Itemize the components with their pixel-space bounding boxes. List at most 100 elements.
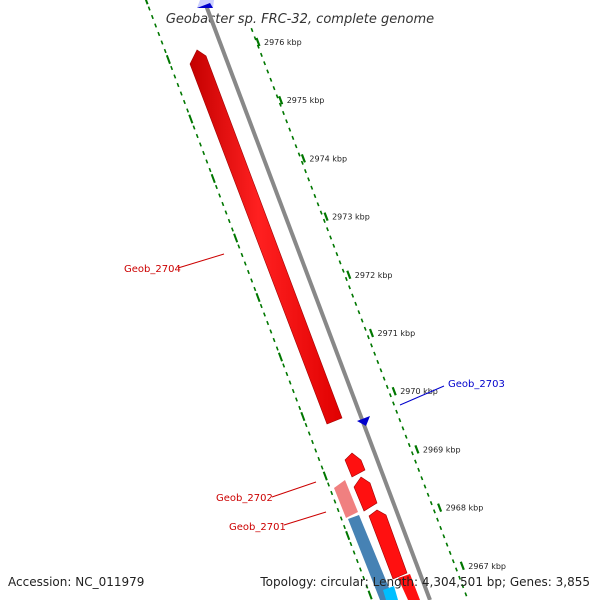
gene-geob-2701[interactable] <box>368 509 408 580</box>
ruler-minor-tick <box>310 185 314 190</box>
gene-small-forward[interactable] <box>344 452 366 478</box>
outer-tick <box>255 292 261 303</box>
geob-2701-leader-line <box>283 511 327 526</box>
ruler-minor-tick <box>417 467 421 472</box>
gene-label-geob-2704[interactable]: Geob_2704 <box>124 264 181 275</box>
outer-tick <box>266 320 270 326</box>
outer-tick <box>214 184 218 190</box>
outer-tick <box>295 397 298 402</box>
ruler-minor-tick <box>395 409 399 414</box>
ruler-major-tick <box>391 386 397 396</box>
ruler-minor-tick <box>300 160 304 165</box>
ruler-minor-tick <box>388 393 392 398</box>
genome-stats-text: Topology: circular; Length: 4,304,501 bp… <box>260 575 590 589</box>
ruler-minor-tick <box>366 335 370 340</box>
ruler-minor-tick <box>414 459 417 464</box>
outer-tick-track <box>144 0 373 600</box>
ruler-tick-label: 2976 kbp <box>264 38 302 47</box>
ruler-minor-tick <box>404 434 408 439</box>
ruler-minor-tick <box>407 442 411 448</box>
ruler-minor-tick <box>360 318 364 323</box>
outer-tick <box>179 91 183 96</box>
outer-tick <box>352 550 356 555</box>
ruler-tick-label: 2967 kbp <box>468 562 506 571</box>
ruler-minor-tick <box>272 86 276 91</box>
outer-tick <box>314 448 318 453</box>
outer-tick <box>210 173 216 184</box>
ruler-minor-tick <box>354 301 358 306</box>
ruler-minor-tick <box>256 44 260 49</box>
ruler-minor-tick <box>275 94 279 99</box>
outer-tick <box>300 411 306 422</box>
outer-tick <box>307 431 311 436</box>
outer-tick <box>165 54 171 65</box>
outer-tick <box>291 388 295 394</box>
ruler-minor-tick <box>294 144 298 149</box>
ruler-minor-tick <box>269 77 273 82</box>
ruler-minor-tick <box>332 243 336 248</box>
outer-tick <box>157 31 161 37</box>
ruler-minor-tick <box>285 119 289 124</box>
ruler-minor-tick <box>379 368 383 373</box>
outer-tick <box>311 439 314 445</box>
outer-tick <box>154 23 158 28</box>
gene-geob-2703[interactable] <box>357 416 370 426</box>
ruler-tick-label: 2974 kbp <box>309 154 347 163</box>
gene-geob-2702-light <box>334 480 358 518</box>
ruler-minor-tick <box>451 559 455 564</box>
ruler-major-tick <box>346 270 352 280</box>
ruler-minor-tick <box>442 534 446 539</box>
ruler-minor-tick <box>423 484 427 489</box>
reverse-feature-top-arrow <box>197 3 213 8</box>
outer-tick <box>160 40 164 45</box>
ruler-minor-tick <box>307 177 311 182</box>
outer-tick <box>269 329 273 334</box>
outer-tick <box>285 371 289 377</box>
outer-tick <box>188 114 194 124</box>
outer-tick <box>205 159 209 164</box>
ruler-minor-tick <box>278 102 282 107</box>
ruler-major-tick <box>278 95 284 105</box>
ruler-minor-tick <box>316 202 320 207</box>
gene-label-geob-2702[interactable]: Geob_2702 <box>216 493 273 504</box>
genome-backbone <box>202 0 432 600</box>
ruler-minor-tick <box>341 268 345 273</box>
map-title: Geobacter sp. FRC-32, complete genome <box>166 12 434 27</box>
ruler-minor-tick <box>426 492 430 497</box>
ruler-minor-tick <box>448 550 452 555</box>
ruler-minor-tick <box>432 509 436 514</box>
ruler-tick-label: 2970 kbp <box>400 387 438 396</box>
gene-geob-2704[interactable] <box>189 49 343 425</box>
ruler-minor-tick <box>445 542 449 547</box>
outer-tick <box>147 6 151 11</box>
ruler-minor-tick <box>429 501 433 506</box>
outer-tick <box>176 82 180 88</box>
gene-label-geob-2701[interactable]: Geob_2701 <box>229 522 286 533</box>
ruler-minor-tick <box>401 426 405 431</box>
outer-tick <box>230 227 234 232</box>
ruler-minor-tick <box>464 592 468 597</box>
outer-tick <box>243 261 247 266</box>
ruler-minor-tick <box>363 326 367 331</box>
ruler-minor-tick <box>322 218 326 223</box>
geob-2702-leader-line <box>271 481 317 498</box>
outer-tick <box>150 14 154 20</box>
ruler-minor-tick <box>338 260 342 265</box>
gene-label-geob-2703[interactable]: Geob_2703 <box>448 379 505 390</box>
outer-tick <box>192 125 196 130</box>
ruler-major-tick <box>255 37 261 47</box>
outer-tick <box>182 99 186 105</box>
ruler-tick-label: 2969 kbp <box>423 445 461 454</box>
ruler-major-tick <box>437 503 443 512</box>
ruler-minor-tick <box>253 36 257 41</box>
ruler-tick-track: 2976 kbp 2975 kbp 2974 kbp 2973 kbp 2972 kbp… <box>250 27 506 597</box>
ruler-minor-tick <box>420 476 424 481</box>
outer-tick <box>240 252 244 258</box>
outer-tick <box>221 201 225 207</box>
ruler-minor-tick <box>313 193 317 199</box>
ruler-minor-tick <box>297 152 301 157</box>
outer-tick <box>304 422 308 428</box>
ruler-minor-tick <box>357 310 361 315</box>
accession-text: Accession: NC_011979 <box>8 575 145 589</box>
gene-geob-2702[interactable] <box>353 476 378 512</box>
